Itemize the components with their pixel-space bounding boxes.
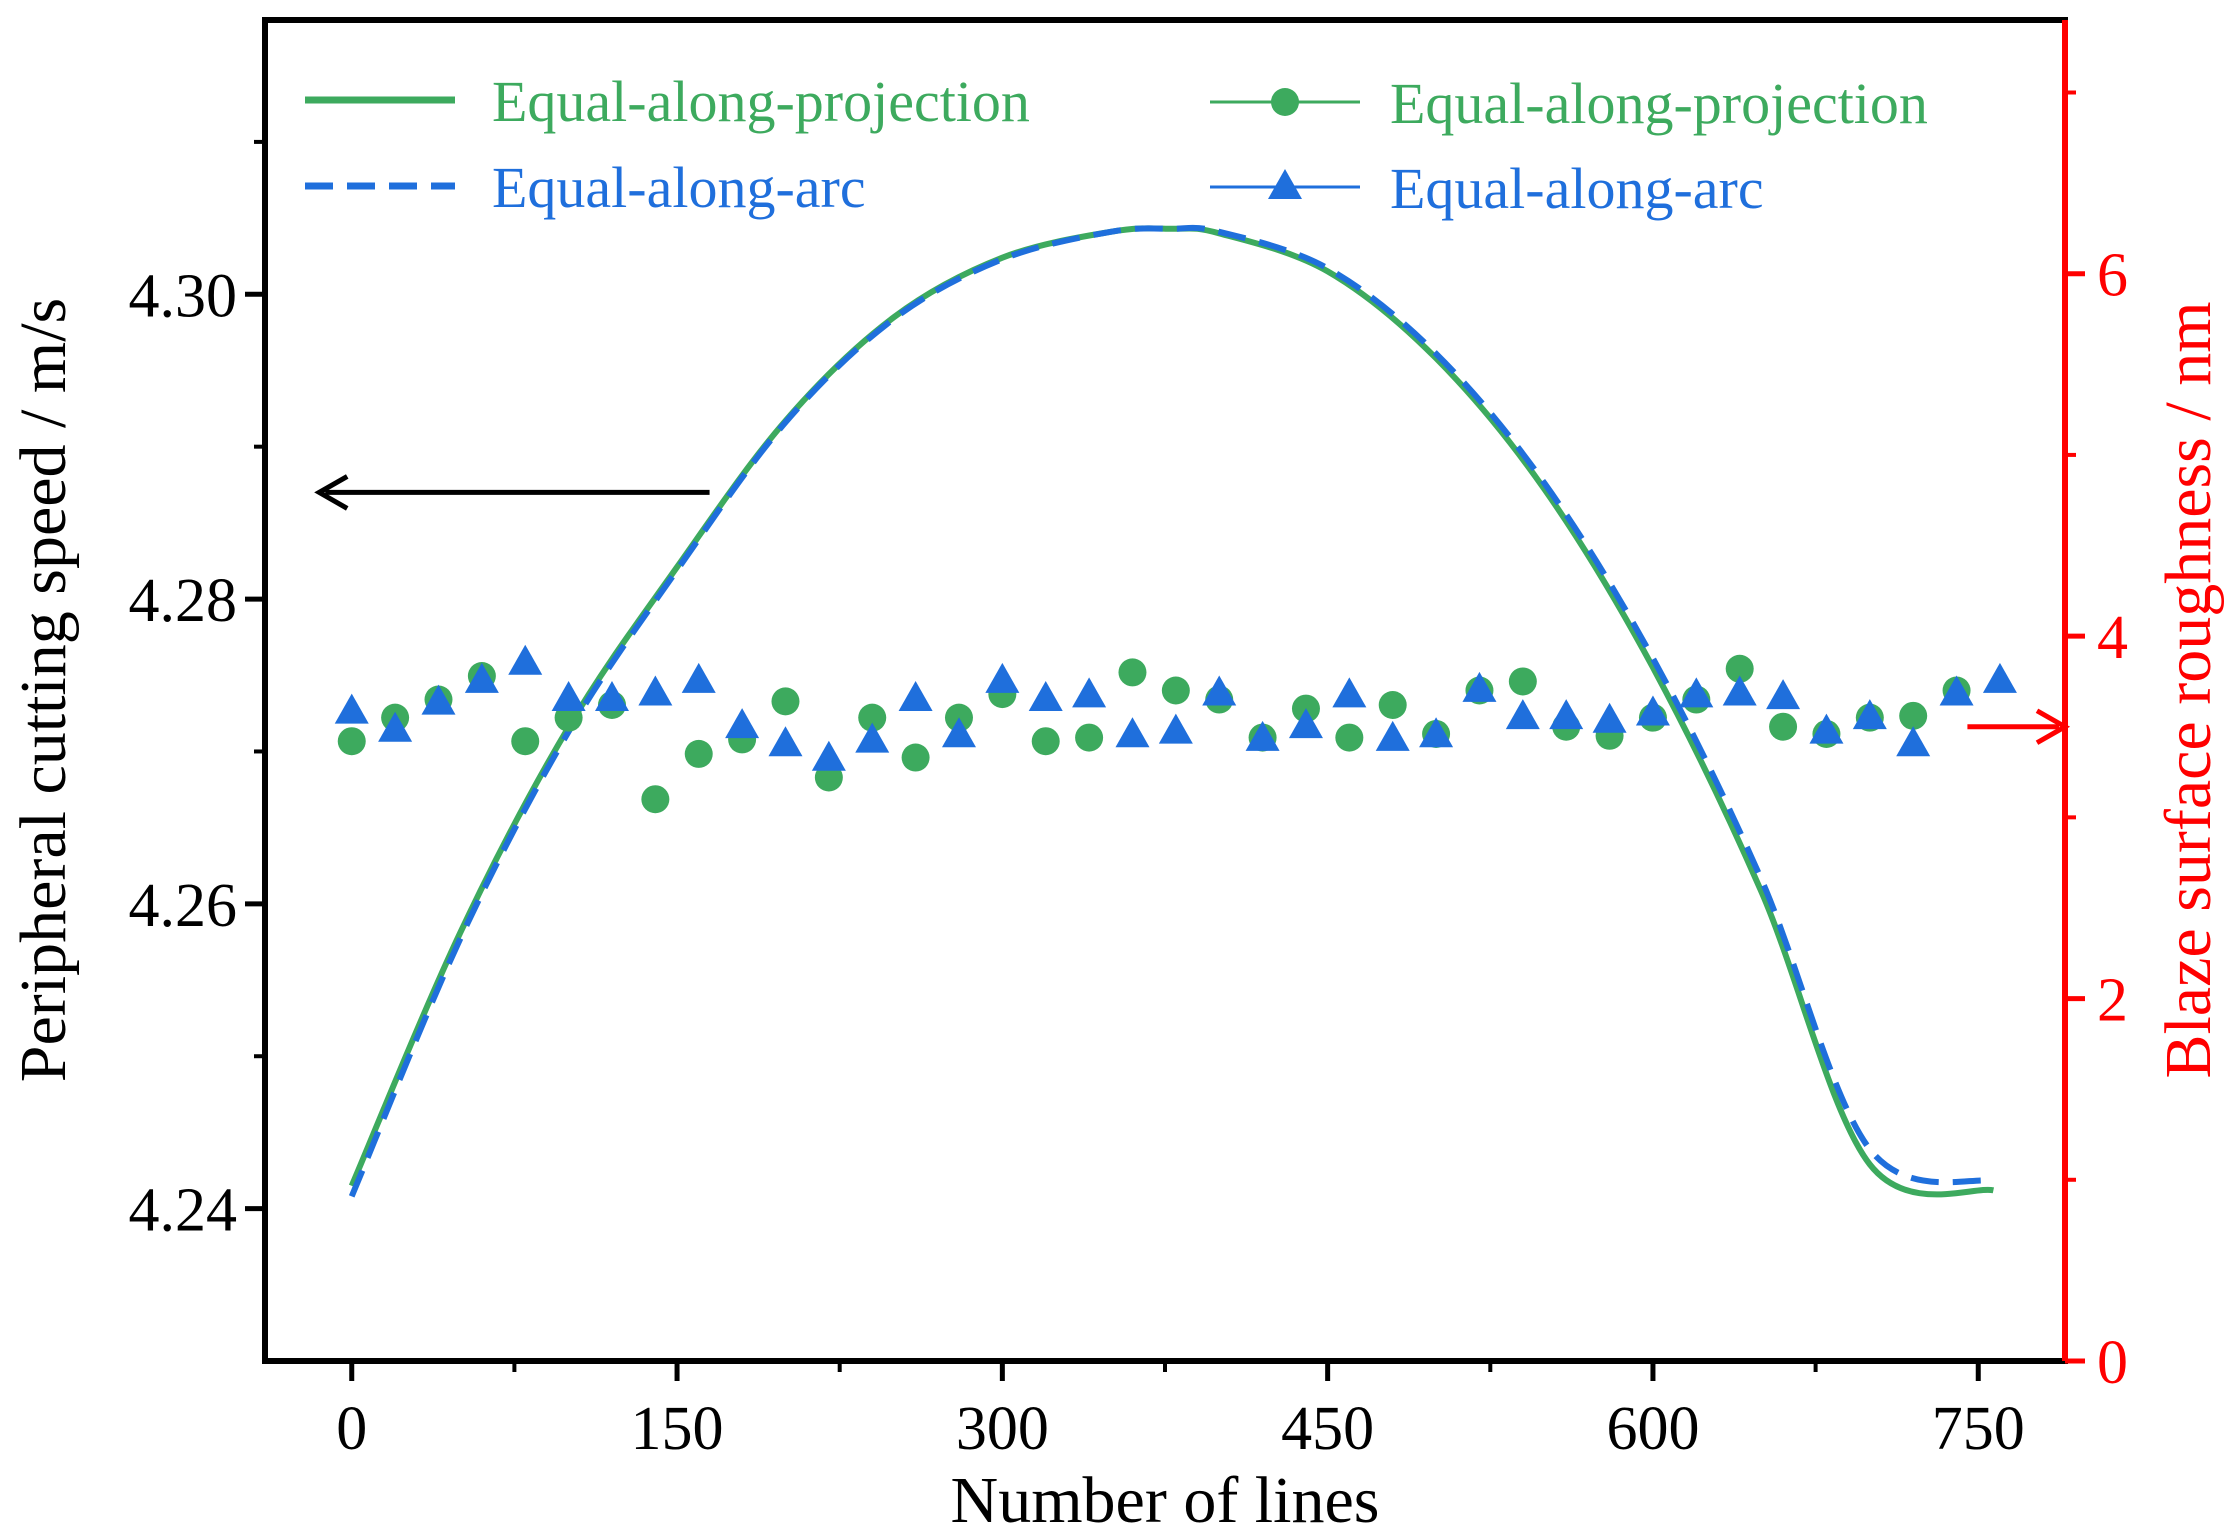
left-y-axis-label: Peripheral cutting speed / m/s: [7, 298, 80, 1083]
legend-label-projection-points: Equal-along-projection: [1390, 71, 1928, 136]
right-y-tick-label: 0: [2097, 1329, 2128, 1397]
data-point-triangle: [1852, 699, 1887, 730]
data-point-triangle: [378, 711, 413, 742]
data-point-circle: [1335, 723, 1364, 752]
data-point-triangle: [1722, 675, 1757, 706]
data-point-triangle: [1896, 726, 1931, 757]
data-point-triangle: [1202, 675, 1237, 706]
data-point-circle: [1899, 701, 1928, 730]
x-axis-label: Number of lines: [951, 1464, 1380, 1537]
left-y-tick-label: 4.30: [129, 262, 238, 330]
legend-label-projection-curve: Equal-along-projection: [492, 69, 1030, 134]
data-point-circle: [337, 727, 366, 756]
data-point-circle: [858, 703, 887, 732]
data-point-circle: [1508, 667, 1537, 696]
legend-triangle-marker: [1268, 169, 1302, 199]
data-point-triangle: [1635, 695, 1670, 726]
data-point-circle: [1075, 723, 1104, 752]
x-axis-ticks: 0 150 300 450 600 750: [336, 1361, 2025, 1463]
series-layer: [348, 224, 1995, 1198]
left-y-tick-label: 4.28: [129, 567, 238, 635]
x-tick-label: 450: [1281, 1395, 1374, 1463]
data-point-circle: [1161, 676, 1190, 705]
data-point-circle: [1378, 690, 1407, 719]
data-point-triangle: [334, 693, 369, 724]
x-tick-label: 0: [336, 1395, 367, 1463]
legend-circle-marker: [1271, 88, 1299, 116]
data-point-circle: [901, 743, 930, 772]
data-point-triangle: [1549, 699, 1584, 730]
data-point-triangle: [421, 684, 456, 715]
data-point-triangle: [898, 680, 933, 711]
x-tick-label: 750: [1932, 1395, 2025, 1463]
right-y-tick-label: 2: [2097, 967, 2128, 1035]
data-point-triangle: [811, 740, 846, 771]
left-y-axis-ticks: 4.24 4.26 4.28 4.30: [129, 139, 265, 1245]
data-point-triangle: [1072, 677, 1107, 708]
data-point-triangle: [1245, 720, 1280, 751]
data-point-triangle: [1679, 677, 1714, 708]
x-tick-label: 150: [631, 1395, 724, 1463]
data-point-triangle: [1766, 679, 1801, 710]
x-tick-label: 600: [1606, 1395, 1699, 1463]
data-point-triangle: [464, 662, 499, 693]
data-point-triangle: [681, 662, 716, 693]
data-point-circle: [1725, 654, 1754, 683]
data-point-triangle: [1462, 671, 1497, 702]
data-point-triangle: [1288, 708, 1323, 739]
data-point-triangle: [941, 717, 976, 748]
right-arrow-head: [2035, 708, 2071, 745]
series-line-equal-along-projection: [348, 225, 1995, 1198]
data-point-triangle: [551, 680, 586, 711]
right-y-axis-label: Blaze surface roughness / nm: [2152, 301, 2225, 1078]
data-point-triangle: [1419, 717, 1454, 748]
right-y-tick-label: 4: [2097, 604, 2128, 672]
x-tick-label: 300: [956, 1395, 1049, 1463]
right-y-tick-label: 6: [2097, 242, 2128, 310]
data-point-triangle: [1158, 713, 1193, 744]
data-point-circle: [1118, 658, 1147, 687]
data-point-triangle: [768, 726, 803, 757]
data-point-triangle: [1809, 713, 1844, 744]
data-point-triangle: [1939, 675, 1974, 706]
series-line-equal-along-arc: [348, 224, 1995, 1198]
left-y-tick-label: 4.26: [129, 872, 238, 940]
data-point-triangle: [1028, 680, 1063, 711]
data-point-triangle: [1592, 702, 1627, 733]
data-point-triangle: [1505, 699, 1540, 730]
markers-layer: [334, 644, 2017, 814]
data-point-triangle: [1115, 717, 1150, 748]
data-point-triangle: [855, 722, 890, 753]
legend: Equal-along-projection Equal-along-arc E…: [305, 69, 1928, 221]
data-point-triangle: [725, 708, 760, 739]
data-point-circle: [684, 739, 713, 768]
data-point-circle: [771, 687, 800, 716]
data-point-triangle: [638, 675, 673, 706]
left-arrow-head: [314, 474, 349, 511]
data-point-circle: [511, 727, 540, 756]
legend-label-arc-curve: Equal-along-arc: [492, 155, 866, 220]
axis-arrows: [314, 474, 2071, 745]
data-point-triangle: [594, 680, 629, 711]
right-y-axis-ticks: 0 2 4 6: [2065, 90, 2128, 1397]
data-point-circle: [641, 785, 670, 814]
data-point-triangle: [985, 662, 1020, 693]
data-point-triangle: [1982, 662, 2017, 693]
data-point-triangle: [1375, 720, 1410, 751]
data-point-circle: [1031, 727, 1060, 756]
left-y-tick-label: 4.24: [129, 1177, 238, 1245]
data-point-triangle: [1332, 677, 1367, 708]
data-point-triangle: [508, 644, 543, 675]
legend-label-arc-points: Equal-along-arc: [1390, 156, 1764, 221]
data-point-circle: [1769, 712, 1798, 741]
